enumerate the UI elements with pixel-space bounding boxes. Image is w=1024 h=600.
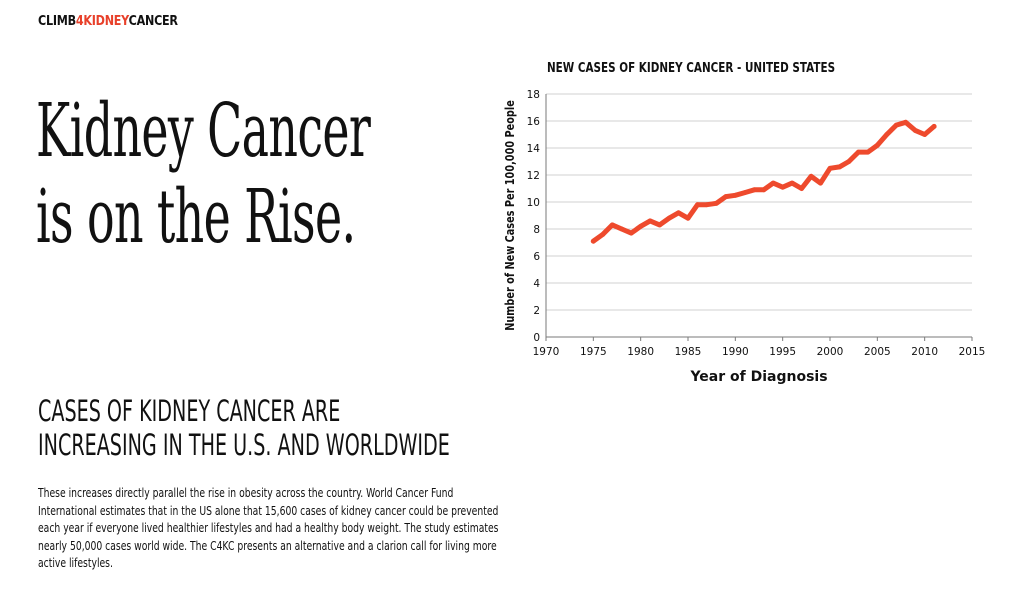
- data-point: [818, 180, 823, 186]
- data-point: [714, 200, 719, 206]
- x-tick-label: 1975: [580, 346, 607, 358]
- data-point: [874, 142, 880, 148]
- x-tick-label: 2015: [959, 346, 986, 358]
- data-point: [761, 187, 767, 193]
- data-point: [638, 223, 644, 229]
- x-tick-label: 2005: [864, 346, 891, 358]
- series-line-1: [590, 119, 937, 244]
- series-layer: [590, 119, 937, 244]
- data-point: [751, 187, 757, 193]
- data-point: [695, 202, 700, 208]
- data-point: [666, 215, 672, 221]
- x-tick-label: 2010: [911, 346, 938, 358]
- data-point: [846, 159, 852, 164]
- data-point: [770, 180, 776, 186]
- data-point: [723, 194, 729, 200]
- gridlines: [545, 93, 973, 341]
- data-point: [600, 232, 606, 237]
- chart-title: NEW CASES OF KIDNEY CANCER - UNITED STAT…: [547, 60, 835, 75]
- y-tick-label: 18: [527, 89, 540, 101]
- y-tick-label: 6: [533, 251, 540, 263]
- y-tick-label: 10: [527, 197, 540, 209]
- data-point: [884, 132, 890, 137]
- data-point: [912, 128, 918, 133]
- data-point: [922, 132, 928, 137]
- data-point: [931, 124, 937, 129]
- logo-climb: CLIMB: [38, 14, 76, 29]
- data-point: [657, 222, 662, 228]
- y-tick-label: 4: [533, 278, 540, 290]
- y-tick-label: 12: [527, 170, 540, 182]
- data-point: [865, 149, 871, 155]
- data-point: [590, 238, 596, 244]
- data-point: [647, 218, 653, 224]
- y-tick-label: 0: [533, 332, 540, 344]
- y-tick-label: 16: [527, 116, 541, 128]
- logo-cancer: CANCER: [128, 14, 178, 29]
- data-point: [827, 165, 833, 171]
- data-point: [903, 119, 909, 125]
- headline: Kidney Cancer is on the Rise.: [36, 88, 371, 260]
- kidney-cancer-line-chart: NEW CASES OF KIDNEY CANCER - UNITED STAT…: [503, 60, 986, 385]
- data-point: [780, 184, 786, 190]
- data-point: [685, 215, 691, 221]
- data-point: [742, 190, 748, 196]
- data-point: [893, 122, 899, 128]
- tick-labels: 0 2 4 6 8 10 12 14 16 18 1970 1975 1980 1985 1990 1995 2…: [527, 89, 986, 358]
- data-point: [676, 210, 681, 216]
- y-tick-label: 8: [533, 224, 540, 236]
- x-tick-label: 1985: [675, 346, 702, 358]
- data-point: [808, 173, 814, 179]
- data-point: [619, 226, 625, 232]
- data-point: [856, 149, 861, 155]
- data-point: [789, 180, 795, 186]
- subheading-line-1: CASES OF KIDNEY CANCER ARE: [38, 394, 341, 428]
- logo-4kidney: 4KIDNEY: [75, 14, 129, 29]
- y-tick-label: 2: [533, 305, 540, 317]
- x-tick-label: 2000: [817, 346, 844, 358]
- data-point: [837, 164, 842, 170]
- data-point: [628, 230, 634, 236]
- data-point: [799, 186, 804, 191]
- y-axis-label: Number of New Cases Per 100,000 People: [503, 100, 517, 331]
- x-tick-label: 1990: [722, 346, 749, 358]
- y-tick-label: 14: [527, 143, 541, 155]
- body-paragraph: These increases directly parallel the ri…: [38, 485, 499, 570]
- headline-line-2: is on the Rise.: [36, 174, 356, 260]
- x-tick-label: 1980: [627, 346, 654, 358]
- brand-logo: CLIMB4KIDNEYCANCER: [38, 14, 178, 29]
- headline-line-1: Kidney Cancer: [36, 88, 371, 174]
- data-point: [732, 192, 738, 198]
- data-point: [704, 202, 710, 208]
- x-axis-label: Year of Diagnosis: [689, 369, 827, 385]
- x-tick-label: 1995: [769, 346, 796, 358]
- x-tick-label: 1970: [533, 346, 560, 358]
- subheading: CASES OF KIDNEY CANCER ARE INCREASING IN…: [38, 394, 450, 462]
- data-point: [609, 222, 615, 228]
- subheading-line-2: INCREASING IN THE U.S. AND WORLDWIDE: [38, 428, 450, 462]
